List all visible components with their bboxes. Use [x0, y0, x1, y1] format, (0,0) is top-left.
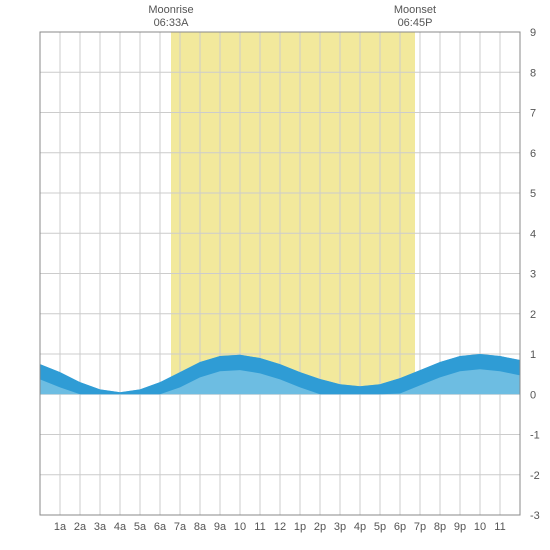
chart-svg: 1a2a3a4a5a6a7a8a9a1011121p2p3p4p5p6p7p8p…	[0, 0, 550, 550]
annotation-time: 06:45P	[398, 17, 433, 29]
x-tick-label: 7a	[174, 521, 187, 533]
annotation-label: Moonset	[394, 4, 436, 16]
y-tick-label: -2	[530, 470, 540, 482]
x-tick-label: 5p	[374, 521, 386, 533]
x-tick-label: 1a	[54, 521, 67, 533]
y-tick-label: 8	[530, 67, 536, 79]
y-tick-label: 4	[530, 228, 536, 240]
x-tick-label: 4a	[114, 521, 127, 533]
x-tick-label: 6p	[394, 521, 406, 533]
x-tick-label: 12	[274, 521, 286, 533]
x-tick-label: 3p	[334, 521, 346, 533]
y-tick-label: 3	[530, 269, 536, 281]
y-tick-label: 7	[530, 108, 536, 120]
annotation-time: 06:33A	[154, 17, 190, 29]
x-tick-label: 10	[234, 521, 246, 533]
y-tick-label: 5	[530, 188, 536, 200]
x-axis-labels: 1a 2a 3a 4a 5a 6a 7a 8a 9a 10 11 12 1p 2p 3p 4p 5p 6p 7p 8p…	[54, 521, 506, 533]
y-tick-label: -3	[530, 510, 540, 522]
x-tick-label: 9a	[214, 521, 227, 533]
x-tick-label: 2a	[74, 521, 87, 533]
x-tick-label: 7p	[414, 521, 426, 533]
x-tick-label: 11	[254, 521, 265, 533]
y-tick-label: 2	[530, 309, 536, 321]
x-tick-label: 11	[494, 521, 505, 533]
x-tick-label: 4p	[354, 521, 366, 533]
y-tick-label: 9	[530, 27, 536, 39]
x-tick-label: 2p	[314, 521, 326, 533]
annotation-label: Moonrise	[148, 4, 193, 16]
y-tick-label: 0	[530, 389, 536, 401]
x-tick-label: 5a	[134, 521, 147, 533]
y-tick-label: 6	[530, 148, 536, 160]
x-tick-label: 10	[474, 521, 486, 533]
daylight-band	[171, 32, 415, 394]
tide-chart: 1a2a3a4a5a6a7a8a9a1011121p2p3p4p5p6p7p8p…	[0, 0, 550, 550]
y-tick-label: -1	[530, 430, 540, 442]
x-tick-label: 9p	[454, 521, 466, 533]
x-tick-label: 1p	[294, 521, 306, 533]
x-tick-label: 6a	[154, 521, 167, 533]
x-tick-label: 8p	[434, 521, 446, 533]
y-tick-label: 1	[530, 349, 536, 361]
x-tick-label: 3a	[94, 521, 107, 533]
x-tick-label: 8a	[194, 521, 207, 533]
